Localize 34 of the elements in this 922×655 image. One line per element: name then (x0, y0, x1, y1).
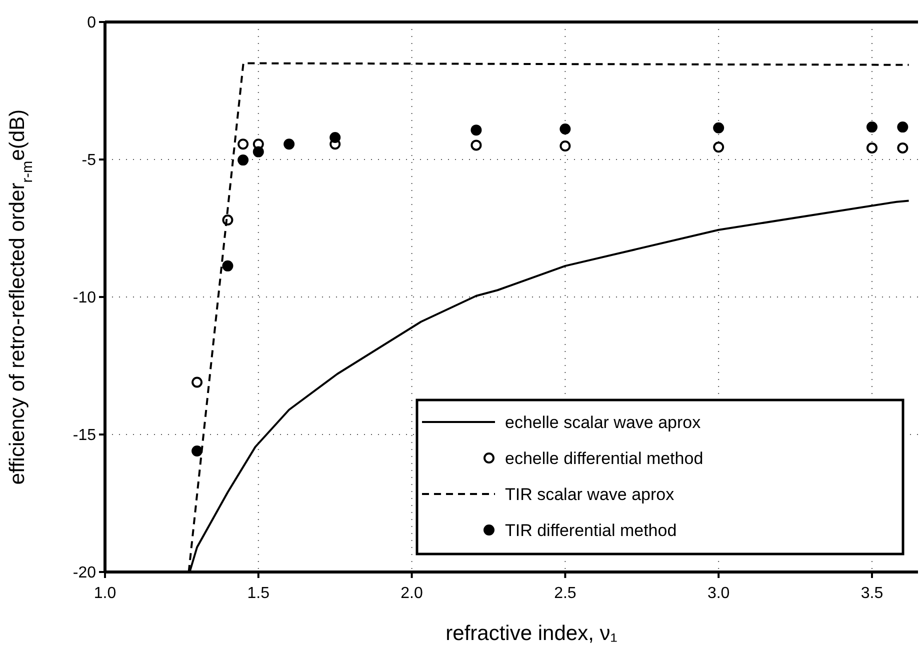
x-tick-label: 3.5 (860, 585, 884, 602)
point (866, 142, 878, 154)
point (192, 446, 203, 456)
point (192, 376, 203, 388)
y-tick-label: -15 (72, 427, 96, 444)
x-tick-label: 1.5 (247, 585, 270, 602)
point (560, 140, 571, 152)
point (897, 142, 908, 154)
x-axis-title: refractive index, ν₁ (446, 622, 618, 645)
y-tick-label: -20 (72, 564, 96, 582)
point (284, 138, 295, 150)
legend-label: echelle differential method (505, 448, 704, 468)
point (866, 122, 878, 133)
legend-label: TIR differential method (505, 520, 677, 540)
x-tick-label: 1.0 (94, 585, 116, 602)
y-tick-label: 0 (87, 14, 96, 32)
point (252, 146, 264, 158)
y-tick-label: -5 (82, 152, 96, 170)
point (238, 138, 249, 150)
point (560, 123, 571, 134)
point (470, 124, 482, 136)
point (222, 260, 234, 272)
x-tick-label: 3.0 (707, 585, 730, 602)
point (238, 154, 249, 166)
point (713, 122, 724, 134)
point (330, 132, 341, 143)
x-tick-label: 2.0 (400, 585, 424, 602)
x-tick-label: 2.5 (554, 585, 576, 602)
point (713, 142, 724, 153)
legend-label: echelle scalar wave aprox (505, 412, 702, 432)
point (470, 140, 482, 151)
y-tick-label: -10 (72, 290, 96, 307)
legend-label: TIR scalar wave aprox (505, 484, 675, 504)
point (897, 122, 908, 133)
